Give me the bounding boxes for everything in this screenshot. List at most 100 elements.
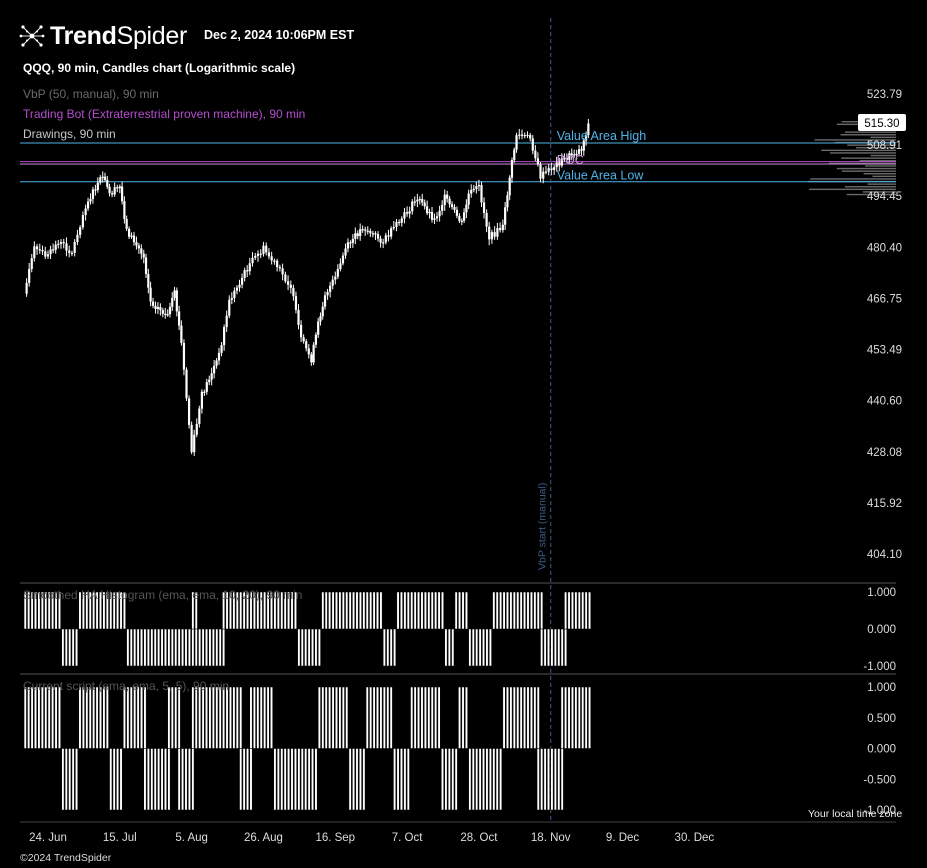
histogram-pane: 1.000 0.000 -1.000 [23, 587, 896, 673]
candle-body [132, 235, 136, 243]
oscillator-bar [177, 686, 181, 749]
legend-vbp[interactable]: VbP (50, manual), 90 min [23, 87, 159, 101]
volume-profile-bar [809, 188, 896, 191]
candle-body [35, 246, 39, 250]
candle-body [28, 268, 31, 283]
oscillator-bar [328, 686, 332, 749]
oscillator-bar [529, 686, 533, 749]
oscillator-bar [352, 591, 356, 630]
oscillator-bar [259, 686, 263, 749]
volume-profile-bar [870, 136, 896, 139]
oscillator-bar [293, 591, 297, 630]
oscillator-bar [102, 591, 106, 630]
oscillator-bar [208, 686, 212, 749]
oscillator-bar [126, 628, 130, 667]
candle-body [223, 327, 226, 346]
oscillator-bar [417, 591, 421, 630]
legend-histogram[interactable]: Smoothed HA Histogram (ema, ema, 10, 20)… [23, 588, 303, 602]
oscillator-bar [488, 628, 492, 667]
candle-body [529, 134, 532, 139]
oscillator-bar [536, 748, 540, 811]
oscillator-bar [560, 628, 564, 667]
oscillator-bar [420, 591, 424, 630]
candle-body [123, 201, 126, 219]
candle-body [68, 250, 71, 253]
candle-body [550, 167, 553, 171]
candle-body [390, 228, 393, 237]
oscillator-bar [30, 591, 34, 630]
legend-trading-bot[interactable]: Trading Bot (Extraterrestrial proven mac… [23, 107, 306, 121]
candle-body [91, 189, 95, 199]
oscillator-tick-label: 1.000 [867, 587, 896, 599]
oscillator-bar [516, 686, 520, 749]
oscillator-bar [263, 591, 267, 630]
brand-logo[interactable]: TrendSpider [18, 20, 187, 52]
oscillator-bar [413, 686, 417, 749]
oscillator-bar [512, 591, 516, 630]
oscillator-bar [311, 748, 314, 811]
candle-body [154, 305, 157, 309]
candle-body [215, 360, 218, 366]
legend-drawings[interactable]: Drawings, 90 min [23, 127, 116, 141]
legend-script[interactable]: Current script (ema, ema, 5, 5), 90 min [23, 679, 230, 693]
candle-body [262, 245, 265, 254]
oscillator-bar [335, 591, 338, 630]
oscillator-bar [34, 686, 37, 749]
timezone-label[interactable]: Your local time zone [808, 808, 903, 820]
oscillator-bar [482, 628, 485, 667]
oscillator-bar [526, 686, 530, 749]
volume-profile-bar [847, 144, 896, 146]
chart-title[interactable]: QQQ, 90 min, Candles chart (Logarithmic … [23, 61, 296, 75]
oscillator-bar [143, 686, 147, 749]
oscillator-tick-label: 0.500 [867, 713, 896, 725]
oscillator-bar [369, 686, 373, 749]
oscillator-bar [393, 748, 397, 811]
oscillator-bar [540, 748, 544, 811]
oscillator-bar [557, 748, 561, 811]
oscillator-bar [187, 628, 191, 667]
oscillator-bar [51, 591, 55, 630]
candle-body [125, 218, 128, 229]
oscillator-bar [34, 591, 37, 630]
oscillator-bar [396, 748, 400, 811]
oscillator-bar [133, 628, 137, 667]
oscillator-bar [95, 591, 99, 630]
oscillator-bar [191, 628, 195, 667]
candle-body [369, 230, 372, 234]
oscillator-bar [75, 748, 79, 811]
candle-body [289, 284, 292, 288]
candle-body [477, 184, 481, 187]
oscillator-bar [218, 686, 222, 749]
price-tick-label: 494.45 [867, 191, 902, 203]
candle-body [164, 313, 167, 315]
candle-body [515, 135, 518, 150]
oscillator-bar [273, 591, 277, 630]
oscillator-bar [164, 628, 167, 667]
candle-body [259, 253, 262, 255]
candle-body [65, 243, 68, 251]
oscillator-bar [99, 686, 102, 749]
candle-body [208, 379, 211, 383]
candle-body [305, 341, 308, 349]
oscillator-bar [564, 591, 568, 630]
candle-body [233, 290, 236, 299]
candle-body [171, 297, 174, 307]
time-tick-label: 9. Dec [606, 832, 639, 844]
candle-body [346, 242, 350, 249]
oscillator-bar [194, 686, 198, 749]
candle-body [108, 186, 111, 194]
candle-body [568, 153, 571, 160]
candle-body [273, 260, 276, 262]
candle-body [400, 218, 403, 223]
candle-body [435, 216, 439, 219]
oscillator-bar [88, 591, 92, 630]
oscillator-bar [109, 591, 113, 630]
oscillator-bar [317, 628, 321, 667]
candle-body [278, 267, 281, 269]
candle-body [161, 310, 164, 314]
oscillator-bar [372, 591, 376, 630]
value-area-low-label: Value Area Low [557, 169, 645, 183]
candle-body [173, 290, 176, 298]
oscillator-bar [338, 686, 342, 749]
